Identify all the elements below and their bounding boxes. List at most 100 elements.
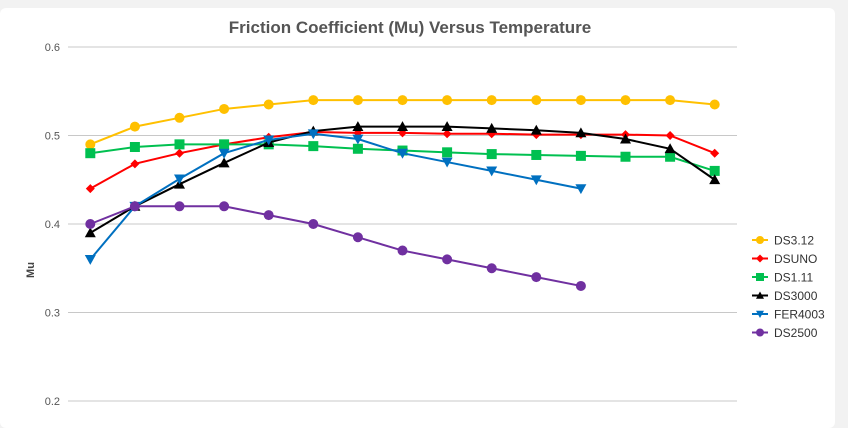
data-point: [486, 263, 497, 274]
data-point: [441, 121, 453, 132]
series-ds2500: [85, 201, 586, 291]
chart-title: Friction Coefficient (Mu) Versus Tempera…: [229, 18, 591, 37]
data-point: [219, 201, 230, 212]
data-point: [665, 131, 675, 140]
data-point: [620, 151, 631, 162]
chart-card: [0, 8, 835, 428]
series-line: [89, 205, 582, 287]
data-point: [486, 122, 498, 133]
data-point: [218, 157, 230, 168]
legend-item[interactable]: FER4003: [752, 308, 825, 322]
y-axis-label: Mu: [25, 262, 37, 278]
data-point: [263, 210, 274, 221]
data-point: [531, 149, 542, 160]
legend-marker-icon: [756, 254, 764, 263]
data-point: [620, 95, 631, 106]
series-line: [89, 132, 582, 261]
legend-label: FER4003: [774, 308, 825, 322]
data-point: [308, 219, 319, 229]
data-point: [709, 174, 721, 185]
legend-label: DS3.12: [774, 234, 814, 248]
data-point: [308, 141, 319, 152]
data-point: [175, 148, 184, 158]
legend-item[interactable]: DS3.12: [752, 234, 814, 248]
data-point: [709, 165, 720, 176]
y-tick-label: 0.6: [45, 42, 60, 54]
data-point: [263, 135, 275, 146]
data-point: [710, 148, 720, 158]
data-point: [84, 227, 96, 238]
data-point: [219, 139, 230, 150]
data-point: [85, 184, 95, 194]
data-point: [531, 95, 542, 106]
data-point: [218, 148, 230, 159]
data-point: [307, 129, 319, 140]
legend-item[interactable]: DS2500: [752, 326, 818, 340]
data-point: [442, 95, 453, 106]
data-point: [530, 175, 542, 186]
data-point: [130, 159, 140, 169]
legend-marker-icon: [756, 310, 764, 318]
series-ds312: [85, 95, 720, 150]
data-point: [530, 124, 542, 135]
legend-marker-icon: [756, 236, 764, 244]
data-point: [352, 121, 364, 132]
data-point: [665, 95, 676, 106]
data-point: [441, 157, 453, 168]
data-point: [486, 149, 497, 160]
data-point: [486, 95, 497, 106]
data-point: [620, 133, 631, 144]
data-point: [575, 280, 586, 291]
data-point: [352, 232, 363, 243]
y-tick-label: 0.4: [45, 219, 60, 231]
series-fer4003: [84, 129, 587, 265]
data-point: [575, 150, 586, 161]
data-point: [709, 99, 720, 110]
data-point: [174, 201, 185, 212]
legend-item[interactable]: DS3000: [752, 289, 818, 303]
legend-label: DS1.11: [774, 271, 813, 285]
legend-marker-icon: [756, 273, 764, 281]
data-point: [575, 184, 587, 195]
data-point: [129, 201, 140, 212]
data-point: [486, 166, 498, 177]
legend-label: DS2500: [774, 326, 818, 340]
data-point: [263, 99, 274, 110]
legend-marker-icon: [756, 328, 764, 337]
data-point: [174, 174, 185, 185]
legend-label: DSUNO: [774, 252, 817, 266]
data-point: [575, 127, 587, 138]
data-point: [85, 219, 96, 229]
y-tick-label: 0.2: [45, 396, 60, 408]
data-point: [575, 95, 586, 106]
data-point: [174, 112, 185, 123]
data-point: [442, 129, 452, 139]
data-point: [664, 143, 676, 154]
data-point: [174, 139, 185, 150]
data-point: [352, 143, 363, 154]
data-point: [84, 255, 96, 265]
data-point: [129, 121, 140, 132]
data-point: [442, 254, 453, 265]
data-point: [308, 95, 319, 106]
data-point: [665, 151, 676, 162]
data-point: [397, 245, 408, 256]
data-point: [531, 272, 542, 283]
data-point: [397, 121, 408, 132]
data-point: [352, 95, 363, 106]
data-point: [85, 148, 96, 159]
legend-item[interactable]: DSUNO: [752, 252, 817, 266]
data-point: [397, 148, 408, 159]
data-point: [442, 147, 453, 158]
data-point: [85, 139, 96, 150]
legend-item[interactable]: DS1.11: [752, 271, 813, 285]
data-point: [352, 134, 364, 145]
data-point: [219, 103, 230, 114]
y-tick-label: 0.3: [45, 308, 60, 320]
data-point: [397, 95, 408, 106]
y-tick-label: 0.5: [45, 131, 60, 143]
legend-label: DS3000: [774, 289, 818, 303]
legend-marker-icon: [756, 291, 764, 299]
data-point: [129, 142, 140, 153]
